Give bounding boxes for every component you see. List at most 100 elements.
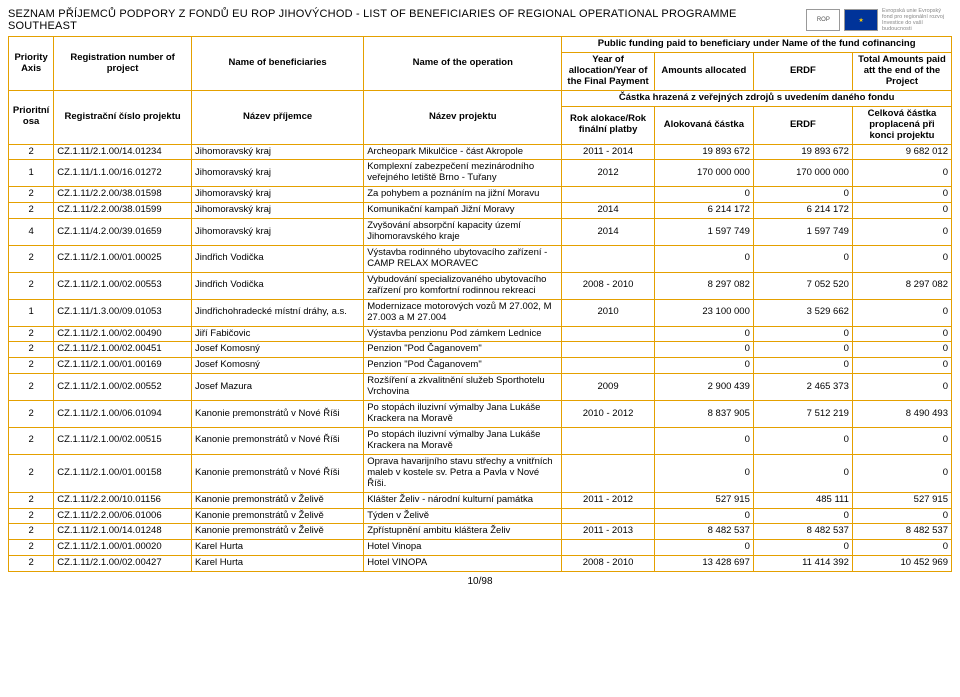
col-span-cz: Částka hrazená z veřejných zdrojů s uved… [562, 90, 952, 106]
cell-year: 2008 - 2010 [562, 272, 655, 299]
cell-reg: CZ.1.11/1.3.00/09.01053 [54, 299, 192, 326]
cell-axis: 1 [9, 160, 54, 187]
cell-reg: CZ.1.11/2.2.00/06.01006 [54, 508, 192, 524]
cell-reg: CZ.1.11/4.2.00/39.01659 [54, 219, 192, 246]
cell-erdf: 6 214 172 [753, 203, 852, 219]
cell-amount: 23 100 000 [654, 299, 753, 326]
cell-axis: 2 [9, 246, 54, 273]
table-row: 2CZ.1.11/2.1.00/01.00020Karel HurtaHotel… [9, 540, 952, 556]
cell-op: Výstavba penzionu Pod zámkem Lednice [364, 326, 562, 342]
beneficiaries-table: Priority Axis Registration number of pro… [8, 36, 952, 572]
table-row: 2CZ.1.11/2.1.00/02.00451Josef KomosnýPen… [9, 342, 952, 358]
table-row: 4CZ.1.11/4.2.00/39.01659Jihomoravský kra… [9, 219, 952, 246]
col-amt-en: Amounts allocated [654, 53, 753, 91]
cell-axis: 2 [9, 508, 54, 524]
cell-total: 8 482 537 [852, 524, 951, 540]
cell-benef: Jindřichohradecké místní dráhy, a.s. [191, 299, 363, 326]
cell-total: 0 [852, 160, 951, 187]
col-priority-axis-cz: Prioritní osa [9, 90, 54, 144]
cell-year [562, 342, 655, 358]
cell-amount: 170 000 000 [654, 160, 753, 187]
cell-year: 2012 [562, 160, 655, 187]
col-priority-axis-en: Priority Axis [9, 37, 54, 91]
table-row: 2CZ.1.11/2.1.00/02.00553Jindřich Vodička… [9, 272, 952, 299]
cell-amount: 1 597 749 [654, 219, 753, 246]
cell-op: Penzion "Pod Čaganovem" [364, 358, 562, 374]
cell-total: 0 [852, 374, 951, 401]
cell-year [562, 540, 655, 556]
cell-amount: 8 482 537 [654, 524, 753, 540]
cell-total: 0 [852, 508, 951, 524]
col-benef-en: Name of beneficiaries [191, 37, 363, 91]
cell-year: 2011 - 2012 [562, 492, 655, 508]
cell-axis: 2 [9, 401, 54, 428]
cell-erdf: 0 [753, 187, 852, 203]
col-year-cz: Rok alokace/Rok finální platby [562, 106, 655, 144]
cell-op: Vybudování specializovaného ubytovacího … [364, 272, 562, 299]
cell-total: 0 [852, 219, 951, 246]
cell-total: 0 [852, 187, 951, 203]
cell-op: Za pohybem a poznáním na jižní Moravu [364, 187, 562, 203]
col-reg-cz: Registrační číslo projektu [54, 90, 192, 144]
cell-benef: Jihomoravský kraj [191, 203, 363, 219]
cell-erdf: 0 [753, 454, 852, 492]
cell-erdf: 0 [753, 342, 852, 358]
cell-axis: 2 [9, 556, 54, 572]
cell-amount: 0 [654, 246, 753, 273]
cell-op: Po stopách iluzivní výmalby Jana Lukáše … [364, 428, 562, 455]
table-row: 2CZ.1.11/2.1.00/01.00025Jindřich Vodička… [9, 246, 952, 273]
cell-total: 0 [852, 454, 951, 492]
cell-year: 2009 [562, 374, 655, 401]
cell-total: 0 [852, 326, 951, 342]
cell-erdf: 7 512 219 [753, 401, 852, 428]
cell-amount: 0 [654, 540, 753, 556]
cell-erdf: 0 [753, 428, 852, 455]
cell-axis: 2 [9, 326, 54, 342]
col-op-en: Name of the operation [364, 37, 562, 91]
cell-op: Oprava havarijního stavu střechy a vnitř… [364, 454, 562, 492]
cell-erdf: 2 465 373 [753, 374, 852, 401]
cell-benef: Josef Komosný [191, 358, 363, 374]
cell-amount: 0 [654, 358, 753, 374]
cell-axis: 2 [9, 203, 54, 219]
cell-reg: CZ.1.11/2.1.00/01.00158 [54, 454, 192, 492]
col-reg-en: Registration number of project [54, 37, 192, 91]
cell-year [562, 326, 655, 342]
cell-benef: Jihomoravský kraj [191, 160, 363, 187]
cell-op: Hotel Vinopa [364, 540, 562, 556]
doc-title: SEZNAM PŘÍJEMCŮ PODPORY Z FONDŮ EU ROP J… [8, 8, 806, 32]
cell-op: Rozšíření a zkvalitnění služeb Sporthote… [364, 374, 562, 401]
table-row: 2CZ.1.11/2.1.00/01.00169Josef KomosnýPen… [9, 358, 952, 374]
cell-erdf: 0 [753, 326, 852, 342]
cell-reg: CZ.1.11/2.1.00/02.00490 [54, 326, 192, 342]
cell-op: Zpřístupnění ambitu kláštera Želiv [364, 524, 562, 540]
table-row: 2CZ.1.11/2.1.00/02.00552Josef MazuraRozš… [9, 374, 952, 401]
cell-reg: CZ.1.11/2.2.00/38.01599 [54, 203, 192, 219]
cell-year: 2011 - 2014 [562, 144, 655, 160]
cell-op: Hotel VINOPA [364, 556, 562, 572]
cell-erdf: 485 111 [753, 492, 852, 508]
cell-erdf: 19 893 672 [753, 144, 852, 160]
cell-amount: 0 [654, 326, 753, 342]
cell-erdf: 3 529 662 [753, 299, 852, 326]
cell-amount: 6 214 172 [654, 203, 753, 219]
cell-erdf: 0 [753, 246, 852, 273]
cell-reg: CZ.1.11/2.1.00/02.00427 [54, 556, 192, 572]
table-row: 2CZ.1.11/2.1.00/02.00427Karel HurtaHotel… [9, 556, 952, 572]
table-body: 2CZ.1.11/2.1.00/14.01234Jihomoravský kra… [9, 144, 952, 572]
cell-reg: CZ.1.11/2.1.00/01.00025 [54, 246, 192, 273]
cell-benef: Kanonie premonstrátů v Nové Říši [191, 454, 363, 492]
cell-year [562, 187, 655, 203]
table-row: 2CZ.1.11/2.1.00/02.00490Jiří FabičovicVý… [9, 326, 952, 342]
cell-total: 0 [852, 358, 951, 374]
cell-axis: 2 [9, 187, 54, 203]
cell-op: Výstavba rodinného ubytovacího zařízení … [364, 246, 562, 273]
col-erdf-cz: ERDF [753, 106, 852, 144]
cell-amount: 0 [654, 454, 753, 492]
cell-op: Komplexní zabezpečení mezinárodního veře… [364, 160, 562, 187]
cell-year: 2011 - 2013 [562, 524, 655, 540]
cell-total: 0 [852, 342, 951, 358]
table-row: 2CZ.1.11/2.1.00/06.01094Kanonie premonst… [9, 401, 952, 428]
rop-logo-icon: ROP [806, 9, 840, 31]
cell-op: Archeopark Mikulčice - část Akropole [364, 144, 562, 160]
